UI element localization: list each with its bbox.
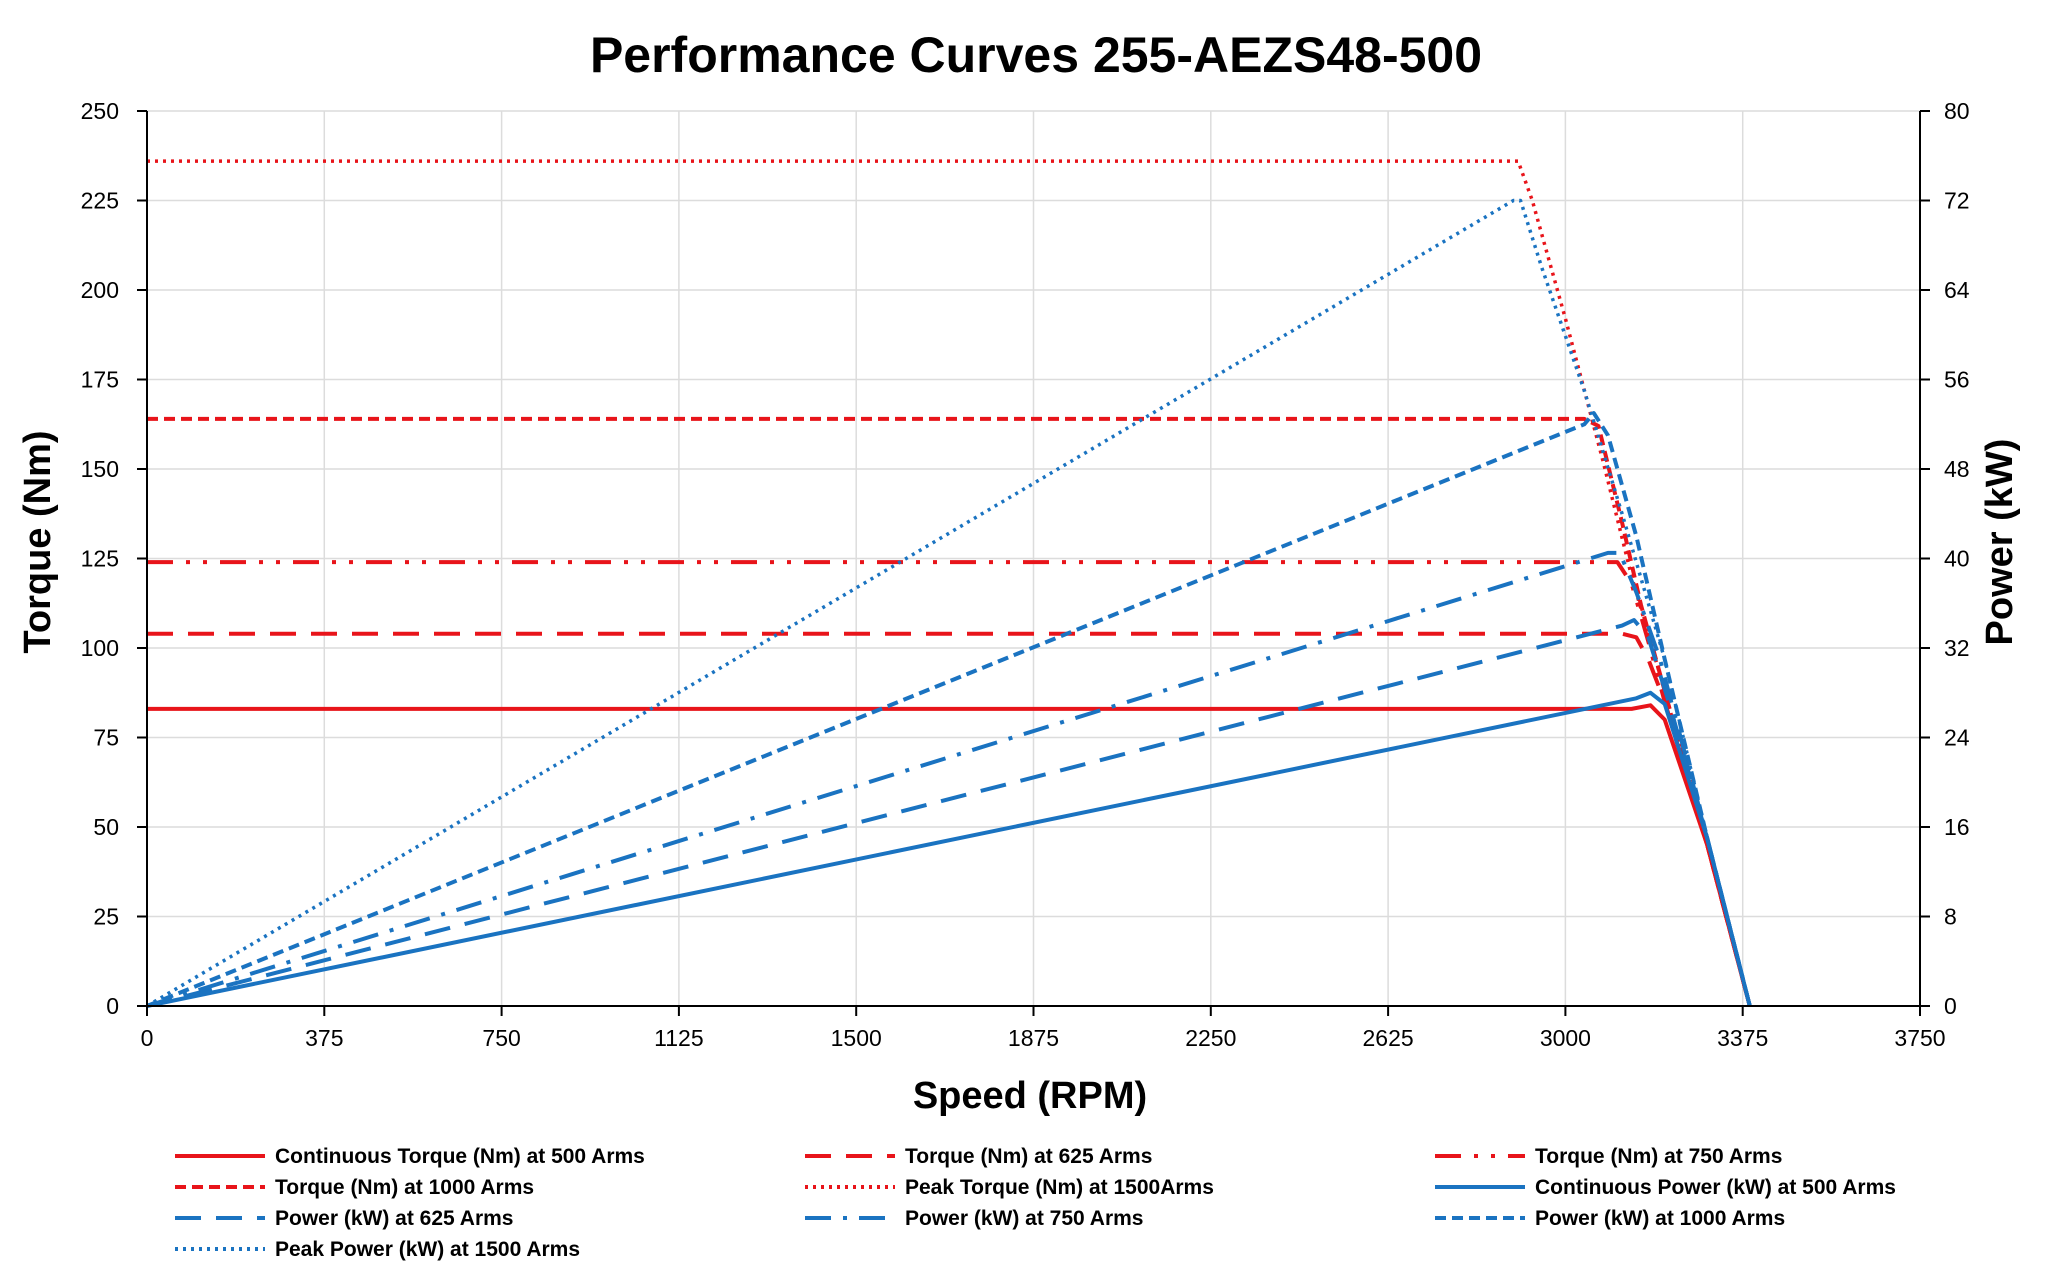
x-tick-label: 375 [305,1025,343,1051]
series-line-9 [146,411,1752,1008]
y-tick-label: 25 [93,904,119,930]
y2-tick-label: 24 [1944,725,1970,751]
y-tick-label: 250 [81,98,119,124]
legend-label-7: Power (kW) at 625 Arms [275,1207,513,1230]
chart-title: Performance Curves 255-AEZS48-500 [590,27,1482,83]
x-tick-label: 2625 [1363,1025,1414,1051]
legend-label-5: Peak Torque (Nm) at 1500Arms [905,1176,1214,1199]
y2-tick-label: 32 [1944,635,1970,661]
y-axis-title: Torque (Nm) [17,430,59,653]
legend-label-8: Power (kW) at 750 Arms [905,1207,1143,1230]
axes: 0 375 750 1125 1500 1875 2250 2625 3000 3375 37500… [81,98,1970,1051]
y2-axis-title: Power (kW) [1979,439,2021,646]
y2-tick-label: 48 [1944,456,1970,482]
x-tick-label: 0 [141,1025,154,1051]
y-tick-label: 75 [93,725,119,751]
legend: Continuous Torque (Nm) at 500 Arms Torque… [175,1145,1896,1261]
series-layer [146,159,1752,1008]
y-tick-label: 200 [81,277,119,303]
y2-tick-label: 16 [1944,814,1970,840]
legend-label-3: Torque (Nm) at 750 Arms [1535,1145,1782,1168]
series-line-6 [146,690,1752,1008]
y2-tick-label: 8 [1944,904,1957,930]
y-tick-label: 50 [93,814,119,840]
x-tick-label: 1125 [654,1025,703,1051]
x-tick-label: 1875 [1008,1025,1059,1051]
y-tick-label: 100 [81,635,119,661]
y-tick-label: 175 [81,367,119,393]
x-tick-label: 3000 [1540,1025,1591,1051]
x-tick-label: 1500 [831,1025,882,1051]
y-tick-label: 225 [81,188,119,214]
y-tick-label: 0 [106,993,119,1019]
y2-tick-label: 56 [1944,367,1970,393]
legend-label-10: Peak Power (kW) at 1500 Arms [275,1238,580,1261]
x-tick-label: 750 [482,1025,520,1051]
y2-tick-label: 40 [1944,546,1970,572]
x-axis-title: Speed (RPM) [913,1075,1147,1117]
y2-tick-label: 80 [1944,98,1970,124]
y2-tick-label: 64 [1944,277,1970,303]
y2-tick-label: 0 [1944,993,1957,1019]
y-tick-label: 150 [81,456,119,482]
y2-tick-label: 72 [1944,188,1970,214]
legend-label-1: Continuous Torque (Nm) at 500 Arms [275,1145,645,1168]
legend-label-9: Power (kW) at 1000 Arms [1535,1207,1785,1230]
legend-label-2: Torque (Nm) at 625 Arms [905,1145,1152,1168]
series-line-10 [146,198,1752,1008]
legend-label-6: Continuous Power (kW) at 500 Arms [1535,1176,1896,1199]
x-tick-label: 3375 [1717,1025,1768,1051]
x-tick-label: 2250 [1185,1025,1236,1051]
x-tick-label: 3750 [1894,1025,1945,1051]
y-tick-label: 125 [81,546,119,572]
legend-label-4: Torque (Nm) at 1000 Arms [275,1176,534,1199]
